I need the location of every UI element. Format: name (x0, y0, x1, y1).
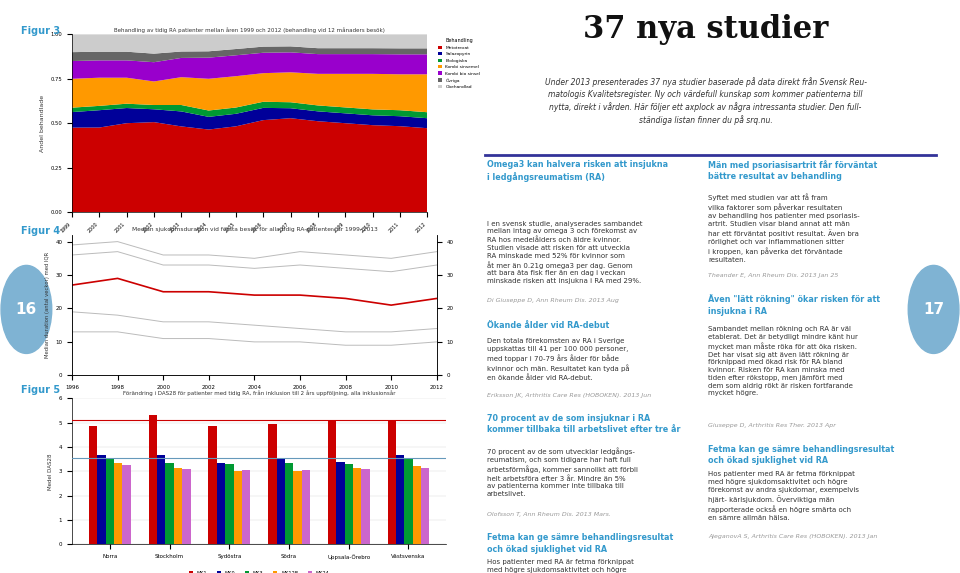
Bar (114, 463, 123, 544)
Bar (217, 463, 226, 544)
Text: Figur 4: Figur 4 (21, 226, 60, 236)
Text: Män med psoriasisartrit får förväntat
bättre resultat av behandling: Män med psoriasisartrit får förväntat bä… (708, 160, 877, 182)
Text: Hos patienter med RA är fetma förknippat
med högre sjukdomsaktivitet och högre
f: Hos patienter med RA är fetma förknippat… (487, 559, 637, 573)
Bar (276, 459, 285, 544)
Bar (123, 465, 131, 544)
Text: Sambandet mellan rökning och RA är väl
etablerat. Det är betydligt mindre känt h: Sambandet mellan rökning och RA är väl e… (708, 326, 858, 397)
Text: Syftet med studien var att få fram
vilka faktorer som påverkar resultaten
av beh: Syftet med studien var att få fram vilka… (708, 194, 860, 262)
Bar (345, 464, 353, 544)
Bar (336, 462, 345, 544)
Bar (165, 463, 174, 544)
Y-axis label: Median duration (antal veckor) med IQR: Median duration (antal veckor) med IQR (45, 252, 50, 358)
Bar (404, 458, 413, 544)
Legend: Metotrexat, Salazopyrin, Biologiska, Kombi sinsemel, Kombi bio sinsel, Övriga, O: Metotrexat, Salazopyrin, Biologiska, Kom… (437, 37, 482, 91)
Bar (174, 468, 182, 544)
Bar (388, 421, 396, 544)
Text: Ökande ålder vid RA-debut: Ökande ålder vid RA-debut (487, 321, 609, 330)
Y-axis label: Medel DAS28: Medel DAS28 (48, 453, 53, 489)
Text: Under 2013 presenterades 37 nya studier baserade på data direkt från Svensk Reu-: Under 2013 presenterades 37 nya studier … (544, 77, 867, 125)
Text: Giuseppe D, Arthritis Res Ther. 2013 Apr: Giuseppe D, Arthritis Res Ther. 2013 Apr (708, 423, 836, 429)
Circle shape (1, 265, 52, 354)
Bar (233, 471, 242, 544)
Text: Theander E, Ann Rheum Dis. 2013 Jan 25: Theander E, Ann Rheum Dis. 2013 Jan 25 (708, 273, 839, 278)
Bar (293, 471, 301, 544)
Title: Median sjukdomsduration vid första besök för alla tidig RA-patienter, år 1999–20: Median sjukdomsduration vid första besök… (132, 226, 377, 231)
Text: 16: 16 (15, 302, 37, 317)
Y-axis label: Andel behandlade: Andel behandlade (40, 95, 45, 152)
Bar (157, 456, 165, 544)
Bar (396, 456, 404, 544)
Text: Di Giuseppe D, Ann Rheum Dis. 2013 Aug: Di Giuseppe D, Ann Rheum Dis. 2013 Aug (487, 298, 618, 303)
X-axis label: Inklusionsår: Inklusionsår (230, 240, 269, 245)
Title: Behandling av tidig RA patienter mellan åren 1999 och 2012 (behandling vid 12 må: Behandling av tidig RA patienter mellan … (114, 27, 385, 33)
Bar (106, 458, 114, 544)
Text: Fetma kan ge sämre behandlingsresultat
och ökad sjuklighet vid RA: Fetma kan ge sämre behandlingsresultat o… (487, 533, 673, 554)
Bar (242, 470, 251, 544)
Bar (97, 456, 106, 544)
Bar (149, 415, 157, 544)
Text: Figur 5: Figur 5 (21, 385, 60, 395)
Bar (413, 466, 421, 544)
Bar (361, 469, 370, 544)
Bar (208, 426, 217, 544)
Text: 17: 17 (923, 302, 945, 317)
Text: Den totala förekomsten av RA i Sverige
uppskattas till 41 per 100 000 personer,
: Den totala förekomsten av RA i Sverige u… (487, 338, 630, 380)
Text: I en svensk studie, analyserades sambandet
mellan intag av omega 3 och förekomst: I en svensk studie, analyserades samband… (487, 221, 642, 284)
Title: Förändring i DAS28 för patienter med tidig RA, från inklusion till 2 års uppfölj: Förändring i DAS28 för patienter med tid… (123, 391, 396, 397)
Text: Figur 3: Figur 3 (21, 26, 60, 36)
Bar (182, 469, 190, 544)
Text: Eriksson JK, Arthritis Care Res (HOBOKEN). 2013 Jun: Eriksson JK, Arthritis Care Res (HOBOKEN… (487, 393, 651, 398)
Text: Omega3 kan halvera risken att insjukna
i ledgångsreumatism (RA): Omega3 kan halvera risken att insjukna i… (487, 160, 668, 182)
Bar (268, 424, 276, 544)
Text: Även "lätt rökning" ökar risken för att
insjukna i RA: Även "lätt rökning" ökar risken för att … (708, 295, 880, 316)
Legend: MK1, MK0, MK3, MK12B, MK24: MK1, MK0, MK3, MK12B, MK24 (187, 568, 331, 573)
Text: 37 nya studier: 37 nya studier (583, 14, 828, 45)
Bar (421, 468, 429, 544)
Text: Hos patienter med RA är fetma förknippat
med högre sjukdomsaktivitet och högre
f: Hos patienter med RA är fetma förknippat… (708, 471, 859, 520)
Bar (89, 426, 97, 544)
Circle shape (908, 265, 959, 354)
Text: Olofsson T, Ann Rheum Dis. 2013 Mars.: Olofsson T, Ann Rheum Dis. 2013 Mars. (487, 512, 611, 517)
Text: 70 procent av de som insjuknar i RA
kommer tillbaka till arbetslivet efter tre å: 70 procent av de som insjuknar i RA komm… (487, 414, 681, 434)
Bar (226, 464, 233, 544)
Bar (328, 421, 336, 544)
Text: 70 procent av de som utvecklar ledgångs-
reumatism, och som tidigare har haft fu: 70 procent av de som utvecklar ledgångs-… (487, 448, 637, 497)
Bar (301, 470, 310, 544)
Bar (285, 463, 293, 544)
Bar (353, 468, 361, 544)
Text: AjeganovA S, Arthritis Care Res (HOBOKEN). 2013 Jan: AjeganovA S, Arthritis Care Res (HOBOKEN… (708, 534, 877, 539)
Text: Fetma kan ge sämre behandlingsresultat
och ökad sjuklighet vid RA: Fetma kan ge sämre behandlingsresultat o… (708, 445, 895, 465)
